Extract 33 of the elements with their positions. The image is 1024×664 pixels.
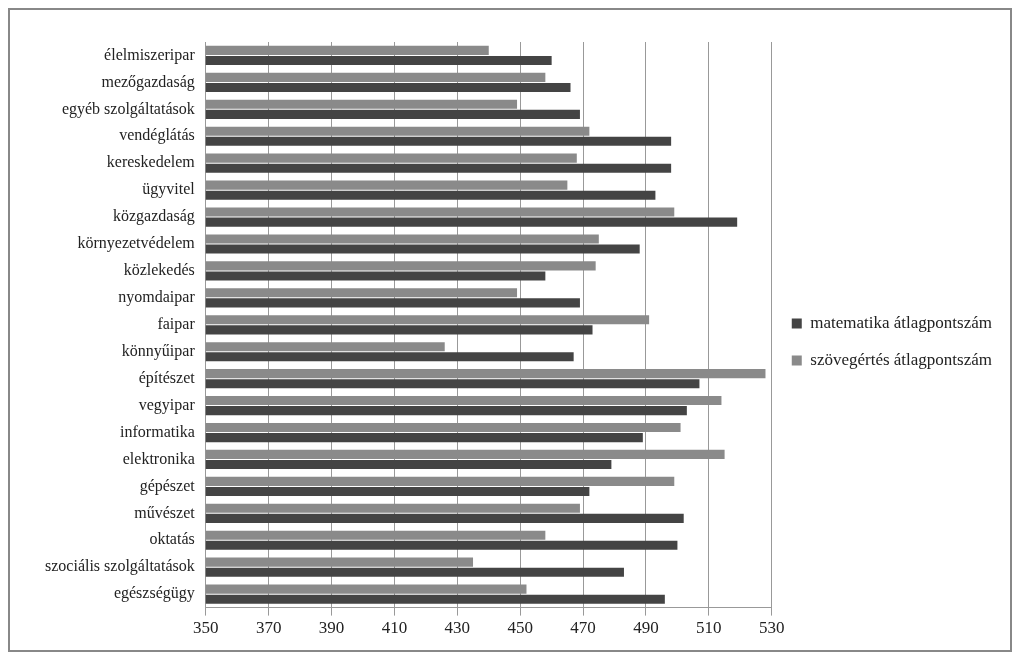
y-tick-label: közlekedés [123,261,195,279]
y-tick-label: művészet [134,503,196,521]
y-tick-label: kereskedelem [106,153,196,171]
y-tick-label: faipar [157,315,196,333]
y-tick-label: egyéb szolgáltatások [61,99,195,118]
y-tick-label: vegyipar [138,395,196,414]
y-tick-label: vendéglátás [119,126,195,145]
x-tick-label: 470 [570,618,596,638]
y-tick-label: környezetvédelem [77,234,196,253]
y-tick-label: könnyűipar [121,341,196,360]
x-tick-label: 530 [759,618,785,638]
y-tick-label: nyomdaipar [118,288,196,307]
y-tick-label: ügyvitel [142,180,196,199]
y-tick-label: elektronika [122,449,195,467]
y-tick-label: élelmiszeripar [104,45,196,64]
y-tick-label: szociális szolgáltatások [45,557,195,576]
legend-label: szövegértés átlagpontszám [810,349,993,369]
y-tick-label: építészet [138,368,196,387]
x-tick-label: 510 [696,618,722,638]
x-tick-label: 410 [381,618,408,638]
x-tick-label: 490 [633,618,659,638]
y-tick-label: egészségügy [113,584,195,603]
x-tick-label: 370 [255,618,282,638]
x-tick-label: 430 [444,618,471,638]
y-tick-label: mezőgazdaság [101,72,195,91]
x-tick-label: 450 [507,618,533,638]
y-tick-label: gépészet [139,476,196,495]
x-tick-label: 390 [318,618,345,638]
y-tick-label: közgazdaság [113,207,195,226]
y-tick-label: informatika [120,422,195,440]
x-tick-label: 350 [192,618,219,638]
legend-label: matematika átlagpontszám [810,312,993,332]
y-tick-label: oktatás [149,530,195,548]
